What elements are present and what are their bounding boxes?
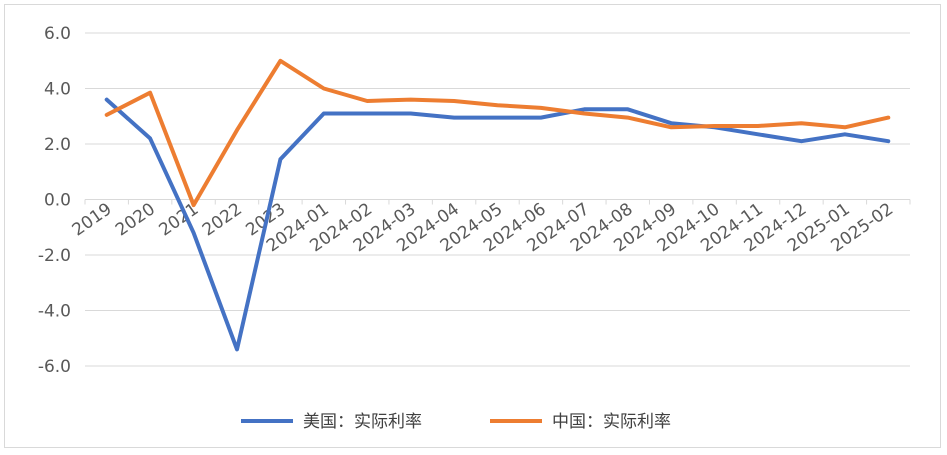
y-tick-label: -4.0 bbox=[38, 302, 71, 322]
y-tick-label: 2.0 bbox=[44, 135, 71, 155]
x-tick-label: 2020 bbox=[112, 199, 159, 240]
x-tick-label: 2019 bbox=[69, 199, 116, 240]
legend-label: 美国：实际利率 bbox=[303, 412, 422, 432]
series-lines bbox=[104, 58, 891, 352]
chart-frame: 6.0 4.0 2.0 0.0 -2.0 -4.0 -6.0 2019 2020 2021 202… bbox=[4, 4, 941, 448]
legend-label: 中国：实际利率 bbox=[552, 412, 671, 432]
y-tick-label: -2.0 bbox=[38, 246, 71, 266]
x-tick-label: 2022 bbox=[199, 199, 246, 240]
y-tick-label: 0.0 bbox=[44, 191, 71, 211]
series-line-1 bbox=[104, 97, 891, 352]
line-chart: 6.04.02.00.0-2.0-4.0-6.0 201920202021202… bbox=[38, 24, 911, 432]
y-tick-label: -6.0 bbox=[38, 357, 71, 377]
y-axis-ticks: 6.0 4.0 2.0 0.0 -2.0 -4.0 -6.0 bbox=[38, 24, 71, 377]
y-tick-label: 6.0 bbox=[44, 24, 71, 44]
y-tick-label: 4.0 bbox=[44, 80, 71, 100]
grid-lines bbox=[84, 32, 911, 367]
legend: 美国：实际利率 中国：实际利率 bbox=[241, 412, 671, 432]
series-line-2 bbox=[104, 58, 891, 208]
